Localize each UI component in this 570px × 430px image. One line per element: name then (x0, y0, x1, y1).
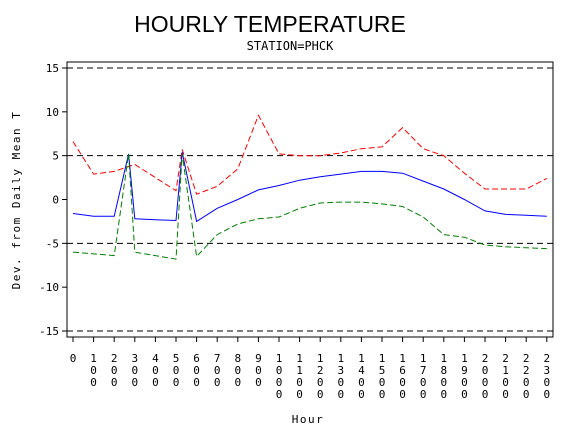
y-tick-label: 15 (46, 62, 59, 75)
plot-frame (66, 61, 554, 338)
y-tick-label: 5 (52, 150, 59, 163)
y-tick-label: -10 (39, 281, 59, 294)
y-tick-label: 10 (46, 106, 59, 119)
y-axis: -15 -10 -5 0 5 10 15 (39, 62, 67, 338)
x-axis: 0 1 0 0 2 0 0 3 0 0 4 0 0 5 0 0 6 0 0 7 0 0 8 0 0 9 0 0 1 0 0 0 1 1 0 0 1 2 0 0… (70, 337, 550, 401)
y-tick-label: 0 (52, 194, 59, 207)
series-line-3 (72, 153, 547, 260)
y-tick-label: -15 (39, 325, 59, 338)
y-tick-label: -5 (46, 237, 59, 250)
chart-title: HOURLY TEMPERATURE (134, 11, 406, 37)
y-axis-label: Dev. from Daily Mean T (10, 111, 23, 290)
x-axis-label: Hour (292, 413, 325, 426)
reference-lines (67, 67, 553, 332)
chart-subtitle: STATION=PHCK (247, 39, 334, 53)
series-line-1 (72, 114, 548, 195)
x-tick-label: 0 (70, 352, 77, 365)
series-line-2 (72, 152, 547, 223)
series-layer (72, 114, 548, 260)
